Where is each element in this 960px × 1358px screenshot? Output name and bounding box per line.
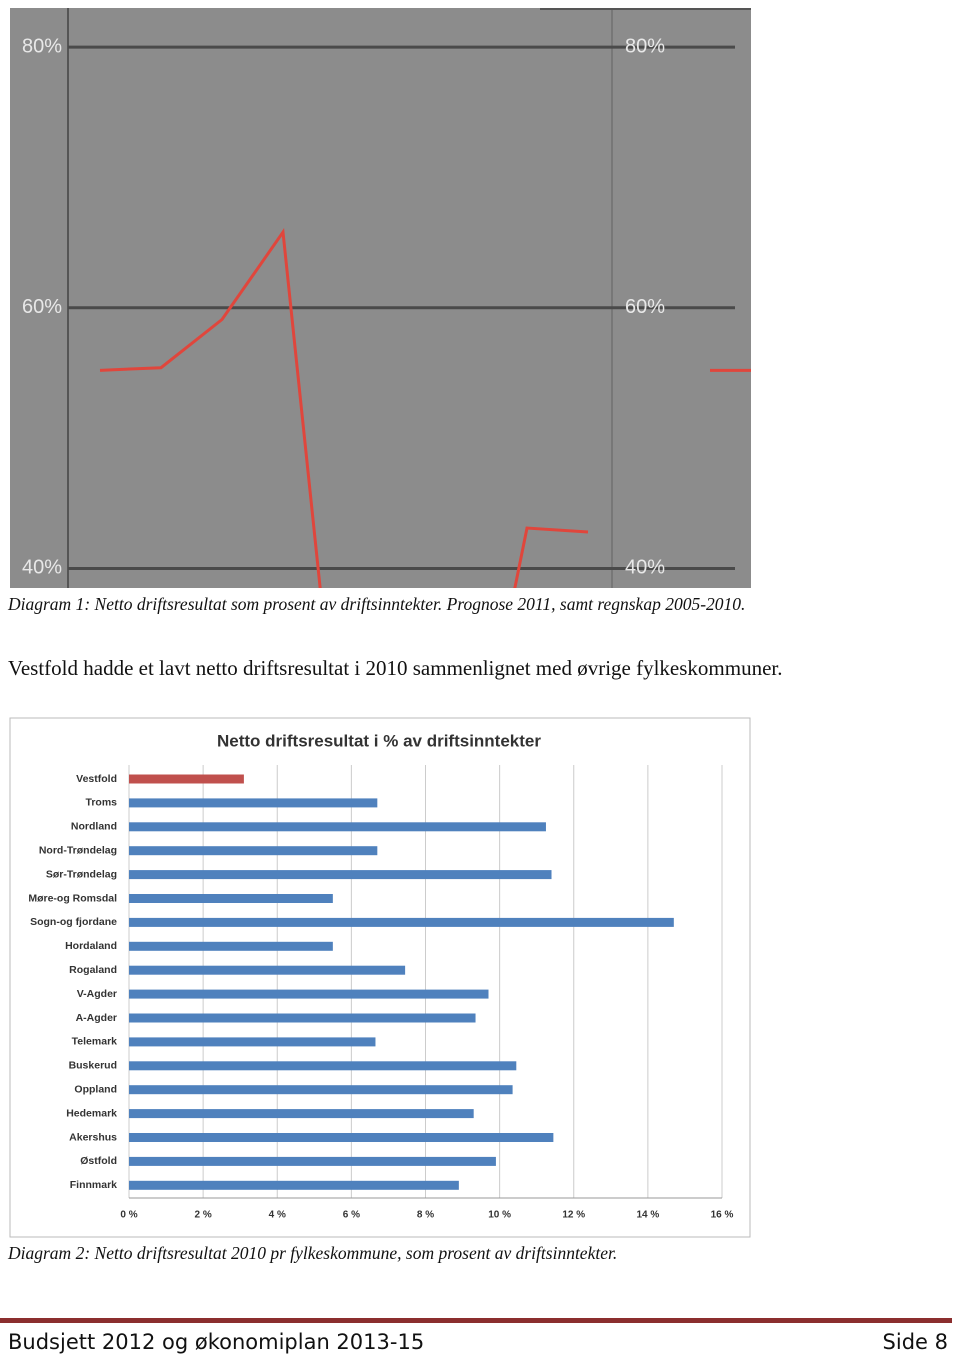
bar (129, 1109, 474, 1119)
caption: Diagram 2: Netto driftsresultat 2010 pr … (7, 1243, 617, 1263)
footer-title: Budsjett 2012 og økonomiplan 2013-15 (8, 1330, 424, 1354)
bar (129, 989, 489, 999)
chart-background (10, 8, 751, 588)
bar (129, 1156, 496, 1166)
bar (129, 1085, 513, 1095)
bar (129, 1133, 554, 1142)
x-tick-label: 4 % (269, 1210, 286, 1221)
x-tick-label: 10 % (488, 1210, 511, 1221)
y-tick-label: Sogn-og fjordane (30, 916, 117, 928)
y-tick-label: Nordland (71, 821, 117, 833)
y-tick-label: V-Agder (77, 988, 117, 1000)
bar (129, 822, 546, 832)
y-tick-label: Møre-og Romsdal (28, 892, 117, 904)
y-tick-label: Akershus (69, 1131, 117, 1143)
bar (129, 965, 406, 975)
bar (129, 1180, 459, 1190)
y-tick-label: Hordaland (65, 940, 117, 952)
y-tick-label: 80% (22, 35, 62, 57)
bar (129, 1037, 376, 1047)
y-tick-label: Oppland (74, 1083, 117, 1095)
x-tick-label: 2 % (195, 1210, 212, 1221)
y-tick-label: A-Agder (76, 1012, 117, 1024)
paragraph: Vestfold hadde et lavt netto driftsresul… (8, 656, 783, 680)
bar (129, 941, 333, 951)
chart-2: Netto driftsresultat i % av driftsinntek… (28, 731, 733, 1220)
x-tick-label: 0 % (120, 1210, 137, 1221)
bar (129, 798, 378, 808)
y-tick-label: 40% (22, 557, 62, 579)
chart-1: 80% 80% 60% 60% 40% 40% (22, 8, 751, 588)
x-tick-label: 14 % (636, 1210, 659, 1221)
bar (129, 846, 378, 856)
bar (129, 1061, 517, 1071)
x-tick-label: 16 % (711, 1210, 734, 1221)
y-tick-label: Sør-Trøndelag (46, 868, 117, 880)
chart-title: Netto driftsresultat i % av driftsinntek… (217, 731, 541, 750)
y-tick-label: 60% (22, 296, 62, 318)
y-tick-label: Rogaland (69, 964, 117, 976)
footer-rule (0, 1318, 952, 1323)
y-tick-label: Troms (85, 797, 117, 809)
data-line (99, 228, 589, 588)
caption: Diagram 1: Netto driftsresultat som pros… (7, 594, 745, 614)
x-tick-label: 12 % (562, 1210, 585, 1221)
y-tick-label: 60% (625, 296, 665, 318)
bar (129, 894, 333, 903)
y-tick-label: 40% (625, 557, 665, 579)
y-tick-label: Buskerud (69, 1060, 117, 1072)
bar (129, 870, 552, 880)
x-tick-label: 6 % (343, 1210, 360, 1221)
page-number: Side 8 (883, 1330, 948, 1354)
y-tick-label: Hedemark (66, 1107, 117, 1119)
y-tick-label: Vestfold (76, 773, 117, 785)
y-tick-label: Telemark (72, 1036, 117, 1048)
y-tick-label: 80% (625, 35, 665, 57)
bar (129, 917, 674, 927)
y-tick-label: Finnmark (70, 1179, 117, 1191)
y-tick-label: Østfold (80, 1155, 117, 1167)
y-tick-label: Nord-Trøndelag (39, 844, 117, 856)
bar (129, 774, 244, 784)
x-tick-label: 8 % (417, 1210, 434, 1221)
bar (129, 1013, 476, 1023)
